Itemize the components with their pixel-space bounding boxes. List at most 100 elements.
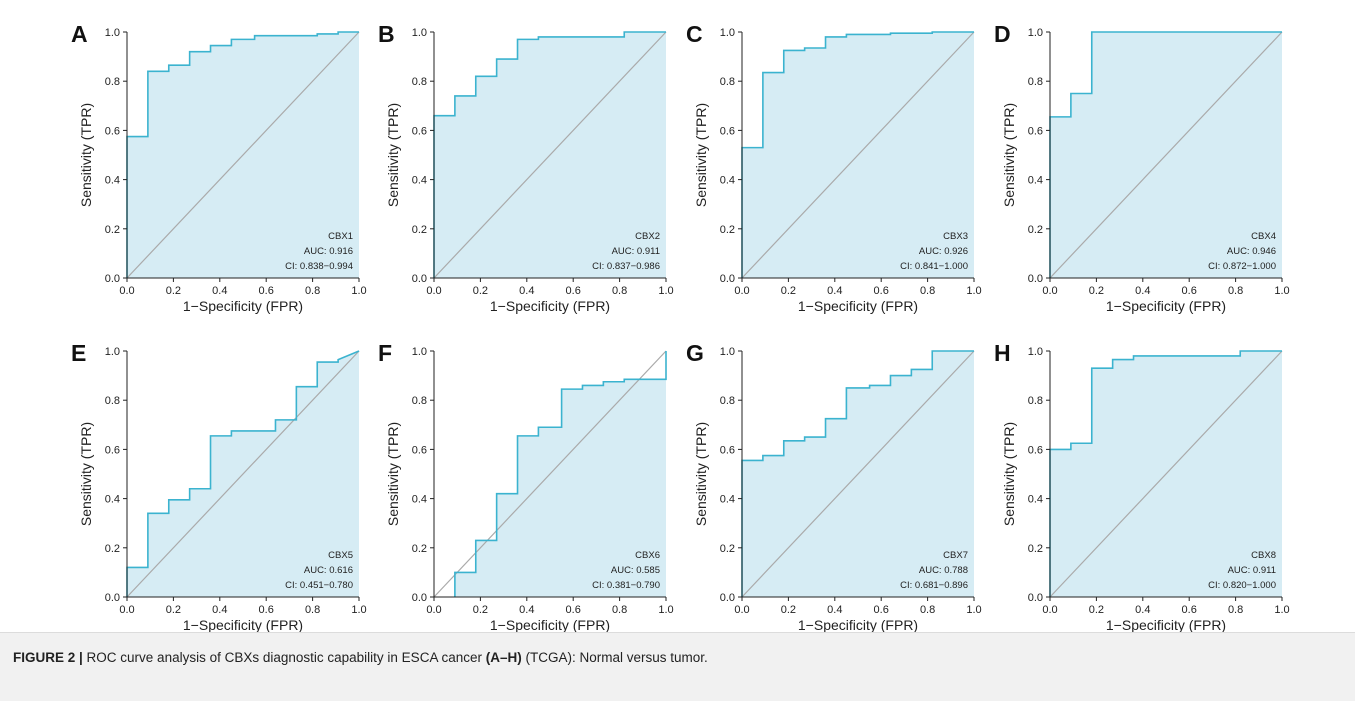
auc-label: AUC: 0.946 — [1227, 246, 1276, 257]
caption-text: FIGURE 2 | ROC curve analysis of CBXs di… — [13, 650, 708, 665]
y-tick-label: 0.8 — [412, 76, 427, 88]
auc-label: AUC: 0.788 — [919, 565, 968, 576]
x-axis-title: 1−Specificity (FPR) — [1106, 617, 1226, 632]
panel-letter-d: D — [994, 21, 1011, 47]
roc-curve-h — [1049, 350, 1282, 597]
x-tick-label: 0.2 — [781, 285, 796, 297]
x-tick-label: 0.6 — [259, 604, 274, 616]
y-tick-label: 0.6 — [105, 125, 120, 137]
series-name-label: CBX6 — [635, 550, 660, 561]
x-tick-label: 0.4 — [519, 285, 534, 297]
y-tick-label: 0.8 — [720, 76, 735, 88]
y-tick-label: 1.0 — [105, 346, 120, 358]
y-tick-label: 0.2 — [412, 543, 427, 555]
caption-panel-range: (A–H) — [485, 650, 522, 665]
x-tick-label: 0.8 — [305, 604, 320, 616]
auc-label: AUC: 0.911 — [1228, 565, 1276, 576]
y-axis-title: Sensitivity (TPR) — [1001, 422, 1017, 526]
x-tick-label: 1.0 — [966, 285, 981, 297]
x-axis-title: 1−Specificity (FPR) — [1106, 298, 1226, 314]
x-tick-label: 1.0 — [1274, 604, 1289, 616]
x-tick-label: 0.8 — [612, 285, 627, 297]
caption-label: FIGURE 2 | — [13, 650, 83, 665]
y-tick-label: 0.4 — [412, 494, 427, 506]
y-tick-label: 0.8 — [105, 395, 120, 407]
x-tick-label: 0.0 — [734, 285, 749, 297]
roc-curve-f — [454, 351, 667, 597]
x-tick-label: 0.0 — [119, 604, 134, 616]
series-name-label: CBX2 — [635, 231, 660, 242]
y-tick-label: 0.6 — [1028, 444, 1043, 456]
x-axis-title: 1−Specificity (FPR) — [183, 298, 303, 314]
y-tick-label: 0.8 — [1028, 395, 1043, 407]
x-tick-label: 0.4 — [827, 285, 842, 297]
x-tick-label: 0.0 — [734, 604, 749, 616]
y-axis-title: Sensitivity (TPR) — [693, 103, 709, 207]
y-tick-label: 0.4 — [1028, 494, 1043, 506]
y-tick-label: 0.2 — [720, 543, 735, 555]
x-tick-label: 0.2 — [473, 285, 488, 297]
y-tick-label: 0.4 — [720, 494, 735, 506]
y-tick-label: 0.2 — [105, 543, 120, 555]
y-tick-label: 0.0 — [1028, 592, 1043, 604]
caption-text-before: ROC curve analysis of CBXs diagnostic ca… — [82, 650, 486, 665]
auc-label: AUC: 0.916 — [304, 246, 353, 257]
y-axis-title: Sensitivity (TPR) — [1001, 103, 1017, 207]
y-axis-title: Sensitivity (TPR) — [78, 422, 94, 526]
y-tick-label: 0.4 — [105, 494, 120, 506]
panel-a: 0.0 0.2 0.4 0.6 0.8 1.0 0.0 0.2 0.4 0.6 0.8 1.0 1−Sp… — [71, 21, 367, 314]
y-tick-label: 0.0 — [105, 273, 120, 285]
x-tick-label: 0.0 — [119, 285, 134, 297]
y-axis-title: Sensitivity (TPR) — [385, 103, 401, 207]
y-tick-label: 0.0 — [720, 592, 735, 604]
x-tick-label: 0.6 — [874, 604, 889, 616]
roc-curve-c — [741, 31, 974, 278]
x-tick-label: 0.4 — [827, 604, 842, 616]
panel-letter-b: B — [378, 21, 395, 47]
x-tick-label: 0.2 — [1089, 285, 1104, 297]
panel-b: 0.0 0.2 0.4 0.6 0.8 1.0 0.0 0.2 0.4 0.6 0.8 1.0 1−Sp… — [378, 21, 674, 314]
x-axis-title: 1−Specificity (FPR) — [798, 617, 918, 632]
panel-c: 0.0 0.2 0.4 0.6 0.8 1.0 0.0 0.2 0.4 0.6 0.8 1.0 1−Sp… — [686, 21, 982, 314]
x-tick-label: 0.4 — [1135, 604, 1150, 616]
y-tick-label: 0.6 — [720, 125, 735, 137]
y-tick-label: 0.6 — [105, 444, 120, 456]
panel-letter-g: G — [686, 340, 704, 366]
x-tick-label: 0.4 — [1135, 285, 1150, 297]
x-tick-label: 1.0 — [351, 285, 366, 297]
x-tick-label: 0.2 — [1089, 604, 1104, 616]
y-tick-label: 0.4 — [720, 175, 735, 187]
x-tick-label: 0.6 — [874, 285, 889, 297]
ci-label: CI: 0.837−0.986 — [592, 261, 660, 272]
ci-label: CI: 0.841−1.000 — [900, 261, 968, 272]
panel-letter-e: E — [71, 340, 86, 366]
x-tick-label: 0.8 — [1228, 285, 1243, 297]
ci-label: CI: 0.820−1.000 — [1208, 580, 1276, 591]
x-tick-label: 1.0 — [1274, 285, 1289, 297]
roc-curve-e — [126, 350, 360, 597]
y-tick-label: 0.6 — [412, 444, 427, 456]
figure-caption: FIGURE 2 | ROC curve analysis of CBXs di… — [0, 632, 1355, 701]
panel-f: 0.0 0.2 0.4 0.6 0.8 1.0 0.0 0.2 0.4 0.6 0.8 1.0 1−Sp… — [378, 340, 674, 632]
panel-letter-h: H — [994, 340, 1011, 366]
x-tick-label: 0.8 — [1228, 604, 1243, 616]
diagonal-reference-line — [741, 350, 975, 598]
x-tick-label: 0.8 — [920, 604, 935, 616]
ci-label: CI: 0.451−0.780 — [285, 580, 353, 591]
x-tick-label: 0.6 — [1182, 285, 1197, 297]
caption-text-after: (TCGA): Normal versus tumor. — [521, 650, 708, 665]
y-tick-label: 1.0 — [1028, 346, 1043, 358]
auc-label: AUC: 0.585 — [611, 565, 660, 576]
x-tick-label: 0.4 — [519, 604, 534, 616]
panel-letter-a: A — [71, 21, 88, 47]
x-tick-label: 0.8 — [920, 285, 935, 297]
x-tick-label: 0.4 — [212, 285, 227, 297]
x-axis-title: 1−Specificity (FPR) — [490, 298, 610, 314]
series-name-label: CBX1 — [328, 231, 353, 242]
ci-label: CI: 0.838−0.994 — [285, 261, 353, 272]
x-tick-label: 1.0 — [966, 604, 981, 616]
y-tick-label: 0.0 — [412, 273, 427, 285]
y-tick-label: 0.4 — [105, 175, 120, 187]
roc-curve-g — [741, 350, 974, 597]
diagonal-reference-line — [741, 31, 975, 279]
